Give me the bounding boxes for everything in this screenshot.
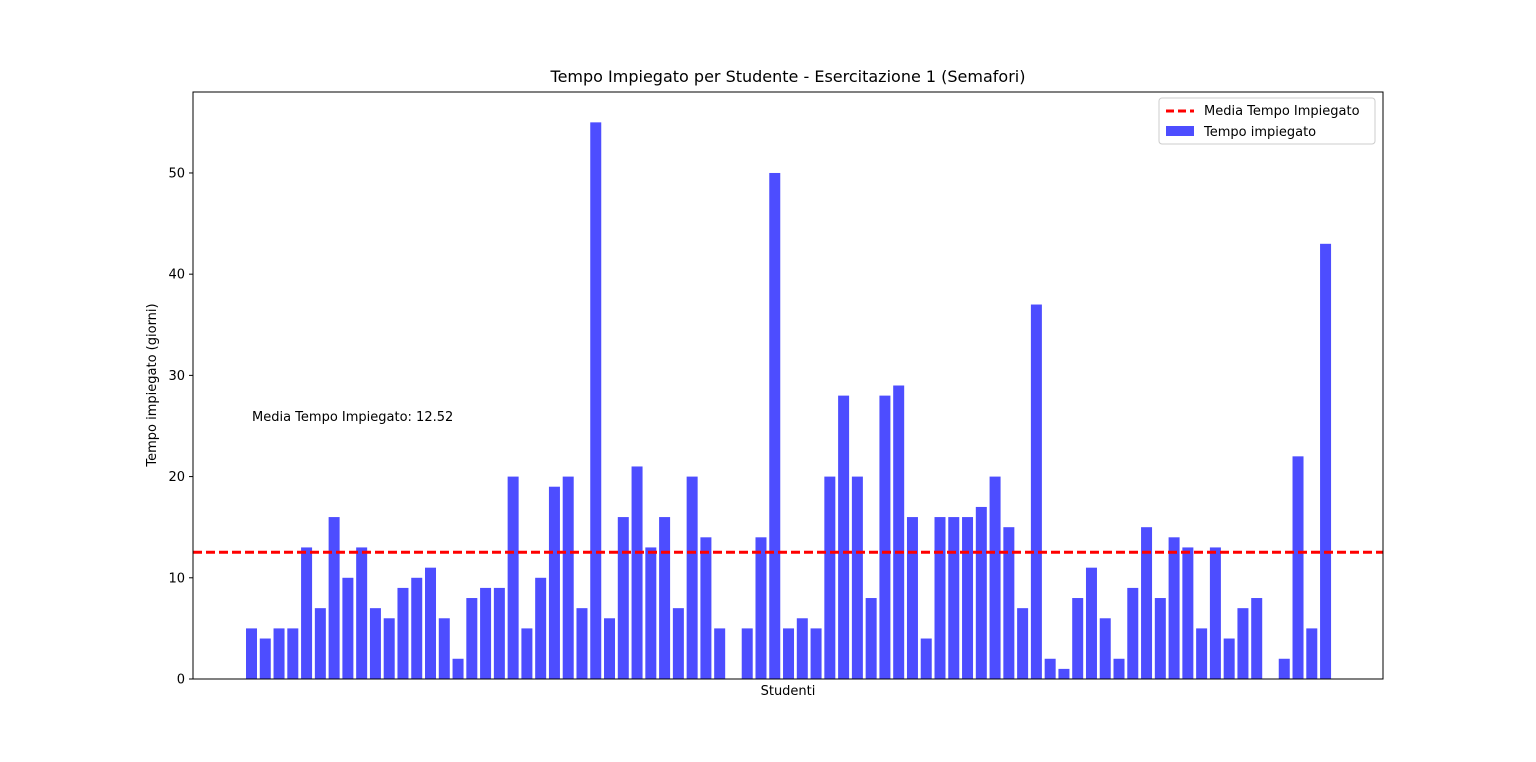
- bar: [1030, 304, 1042, 679]
- bar: [576, 608, 588, 679]
- bar: [851, 476, 863, 679]
- y-tick-label: 50: [168, 166, 185, 181]
- bar: [796, 618, 808, 679]
- bar: [934, 517, 946, 679]
- bar: [879, 395, 891, 679]
- bar: [480, 587, 492, 679]
- bar: [1141, 527, 1153, 679]
- y-tick-label: 30: [168, 369, 185, 384]
- bar: [521, 628, 533, 679]
- bar: [411, 577, 423, 679]
- bar: [535, 577, 547, 679]
- mean-annotation: Media Tempo Impiegato: 12.52: [252, 410, 453, 425]
- bar: [301, 547, 313, 679]
- bar: [562, 476, 574, 679]
- bar: [590, 122, 602, 680]
- bar: [1306, 628, 1318, 679]
- bar: [1237, 608, 1249, 679]
- bar: [769, 172, 781, 679]
- y-axis: 0 10 20 30 40 50: [168, 166, 193, 688]
- bar: [975, 506, 987, 679]
- legend-swatch-bar: [1166, 126, 1194, 136]
- bar: [1168, 537, 1180, 679]
- bar: [1278, 658, 1290, 679]
- y-tick-label: 0: [177, 673, 185, 688]
- bar: [838, 395, 850, 679]
- bar: [865, 598, 877, 679]
- y-axis-label: Tempo impiegato (giorni): [145, 303, 160, 467]
- bar: [1154, 598, 1166, 679]
- plot-frame: [192, 91, 1384, 680]
- bar: [1223, 638, 1235, 679]
- bar: [631, 466, 643, 679]
- bar: [617, 517, 629, 679]
- bar: [273, 628, 285, 679]
- bar: [1320, 243, 1332, 679]
- x-axis-label: Studenti: [761, 684, 816, 699]
- bar: [369, 608, 381, 679]
- bar: [893, 385, 905, 679]
- legend-label-mean: Media Tempo Impiegato: [1204, 104, 1360, 119]
- bar: [824, 476, 836, 679]
- bar: [659, 517, 671, 679]
- bar: [397, 587, 409, 679]
- bar: [1209, 547, 1221, 679]
- bar: [810, 628, 822, 679]
- bar: [493, 587, 505, 679]
- y-tick-label: 40: [168, 268, 185, 283]
- bar: [356, 547, 368, 679]
- bar: [783, 628, 795, 679]
- legend-box: [1158, 97, 1376, 145]
- bar: [989, 476, 1001, 679]
- bar: [1196, 628, 1208, 679]
- bar: [1127, 587, 1139, 679]
- bar: [948, 517, 960, 679]
- bar: [1099, 618, 1111, 679]
- legend-label-bar: Tempo impiegato: [1203, 125, 1316, 140]
- bar: [604, 618, 616, 679]
- bar: [755, 537, 767, 679]
- chart-title: Tempo Impiegato per Studente - Esercitaz…: [550, 67, 1026, 86]
- bar: [314, 608, 326, 679]
- bar: [383, 618, 395, 679]
- bar: [259, 638, 271, 679]
- bar: [920, 638, 932, 679]
- bar: [1182, 547, 1194, 679]
- bar: [1044, 658, 1056, 679]
- bar: [741, 628, 753, 679]
- bar: [686, 476, 698, 679]
- bar: [1251, 598, 1263, 679]
- y-tick-label: 10: [168, 571, 185, 586]
- bar: [1085, 567, 1097, 679]
- bar: [1058, 668, 1070, 679]
- bar: [1072, 598, 1084, 679]
- bar: [1292, 456, 1304, 679]
- bar: [438, 618, 450, 679]
- legend: Media Tempo Impiegato Tempo impiegato: [1158, 97, 1376, 145]
- bar: [1113, 658, 1125, 679]
- bar: [548, 486, 560, 679]
- bar: [328, 517, 340, 679]
- bar: [714, 628, 726, 679]
- bar: [466, 598, 478, 679]
- bar: [287, 628, 299, 679]
- y-tick-label: 20: [168, 470, 185, 485]
- bar: [425, 567, 437, 679]
- bar: [672, 608, 684, 679]
- bar: [507, 476, 519, 679]
- bar: [342, 577, 354, 679]
- bar: [700, 537, 712, 679]
- bar: [1003, 527, 1015, 679]
- bar: [962, 517, 974, 679]
- bar: [246, 628, 257, 679]
- bar: [452, 658, 464, 679]
- bars-layer: [246, 122, 1332, 680]
- bar: [906, 517, 918, 679]
- bar: [645, 547, 657, 679]
- bar: [1017, 608, 1029, 679]
